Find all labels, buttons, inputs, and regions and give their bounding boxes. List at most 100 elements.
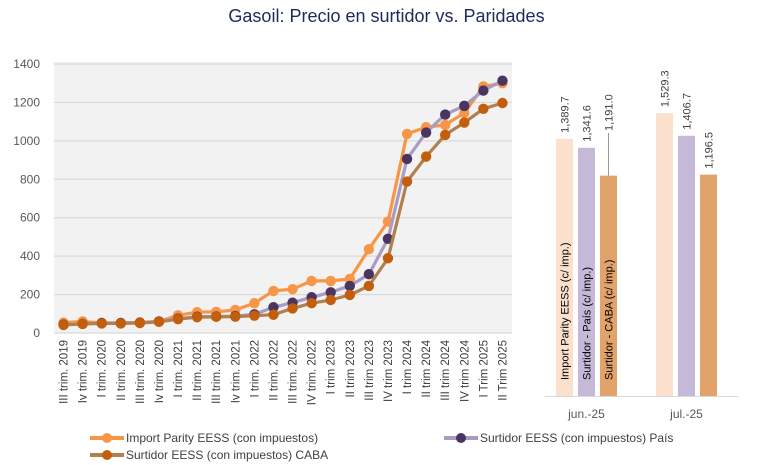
data-point-caba: [420, 151, 432, 162]
data-point-caba: [382, 253, 394, 264]
data-point-import: [363, 244, 375, 255]
data-point-import: [306, 275, 317, 287]
bar-caba: [700, 174, 717, 396]
y-tick-label: 400: [20, 249, 40, 263]
x-tick-label: I trim 2023: [326, 340, 338, 394]
bar-pais: [678, 135, 695, 396]
data-point-caba: [344, 289, 355, 301]
x-tick-label: Iv trim. 2019: [78, 340, 90, 403]
x-tick-label: II trim 2024: [421, 339, 433, 397]
data-point-import: [401, 128, 413, 140]
legend-label: Import Parity EESS (con impuestos): [126, 431, 319, 445]
x-tick-label: IV trim. 2022: [307, 340, 319, 405]
bar-series: jun.-25 jul.-25 1,389.7 Import Parity EESS …: [545, 70, 738, 421]
data-point-caba: [401, 176, 413, 187]
legend-item-import-parity: Import Parity EESS (con impuestos): [90, 431, 318, 445]
data-point-pais: [344, 280, 355, 292]
legend-item-caba: Surtidor EESS (con impuestos) CABA: [90, 448, 328, 462]
data-point-pais: [497, 75, 508, 86]
x-tick-label: IV trim 2024: [459, 339, 471, 402]
x-tick-label: II trim. 2022: [268, 340, 280, 401]
data-point-caba: [478, 103, 489, 114]
series-caba: [58, 97, 508, 331]
legend-swatch-import-parity: [90, 432, 124, 444]
data-point-caba: [153, 316, 165, 328]
data-point-caba: [77, 318, 88, 330]
x-tick-label: III trim 2024: [440, 339, 452, 400]
x-tick-label: IV trim 2023: [383, 340, 395, 402]
x-tick-label: II Trim 2025: [497, 340, 509, 401]
x-tick-label: II trim 2023: [345, 340, 357, 398]
data-point-pais: [363, 269, 375, 280]
data-point-caba: [306, 298, 317, 309]
bar-value-label: 1,196.5: [704, 132, 716, 169]
data-point-pais: [268, 302, 279, 313]
data-point-caba: [211, 311, 222, 323]
bar-import: [656, 113, 673, 396]
bar-series-name: Surtidor - País (c/ imp.): [582, 267, 594, 380]
x-tick-label: Iv trim. 2020: [154, 340, 166, 403]
y-tick-label: 200: [20, 288, 40, 302]
bar-value-label: 1,389.7: [560, 96, 572, 133]
data-point-pais: [478, 85, 489, 96]
data-point-caba: [172, 313, 184, 325]
data-point-import: [268, 285, 279, 297]
bar-value-label: 1,341.6: [582, 105, 594, 142]
data-point-caba: [96, 318, 107, 329]
bar-series-name: Surtidor - CABA (c/ imp.): [604, 260, 616, 380]
bar-caba: [600, 175, 617, 396]
data-point-caba: [134, 317, 146, 329]
data-point-import: [459, 107, 470, 119]
data-point-caba: [363, 280, 375, 292]
y-tick-label: 800: [20, 172, 40, 186]
legend-item-pais: Surtidor EESS (con impuestos) País: [444, 431, 673, 445]
bar-value-label: 1,529.3: [660, 70, 672, 107]
x-tick-label: I trim 2024: [402, 339, 414, 394]
data-point-caba: [497, 97, 508, 109]
data-point-caba: [115, 318, 126, 329]
bar-value-label: 1,191.0: [604, 94, 616, 131]
data-point-import: [287, 283, 298, 295]
x-tick-label: III trim. 2019: [59, 340, 71, 404]
x-tick-label: Iv trim. 2021: [230, 340, 242, 403]
y-tick-label: 1200: [13, 95, 40, 109]
data-point-caba: [230, 311, 241, 322]
data-point-import: [440, 119, 451, 131]
line-series: [58, 75, 508, 331]
bar-pais: [578, 147, 595, 396]
bar-category-label: jul.-25: [669, 407, 703, 421]
chart-title: Gasoil: Precio en surtidor vs. Paridades: [228, 6, 545, 26]
x-tick-label: I trim. 2022: [249, 340, 261, 398]
bar-category-label: jun.-25: [567, 407, 605, 421]
x-tick-label: III trim. 2021: [211, 340, 223, 404]
y-tick-label: 1400: [13, 57, 40, 71]
data-point-caba: [249, 310, 260, 321]
data-point-caba: [287, 303, 298, 314]
bar-import: [556, 138, 573, 396]
y-tick-label: 1000: [13, 134, 40, 148]
gridlines: [54, 63, 512, 334]
x-tick-label: I trim. 2020: [97, 340, 109, 398]
legend-label: Surtidor EESS (con impuestos) País: [480, 431, 674, 445]
data-point-pais: [440, 109, 451, 120]
data-point-caba: [191, 312, 203, 323]
legend-swatch-caba: [90, 449, 124, 461]
bar-series-name: Import Parity EESS (c/ imp.): [560, 242, 572, 380]
x-axis-ticks: III trim. 2019 Iv trim. 2019 I trim. 2020 I…: [59, 339, 510, 405]
x-tick-label: III trim. 2020: [135, 340, 147, 404]
data-point-pais: [401, 153, 413, 165]
data-point-caba: [268, 309, 279, 320]
bar-value-label: 1,406.7: [682, 93, 694, 130]
x-tick-label: I Trim 2025: [478, 340, 490, 398]
x-tick-label: II trim. 2020: [116, 340, 128, 401]
data-point-pais: [459, 100, 470, 112]
data-point-pais: [325, 287, 336, 298]
data-point-caba: [459, 117, 470, 128]
data-point-caba: [440, 129, 451, 141]
data-point-import: [325, 275, 336, 287]
plot-area: [54, 62, 512, 333]
x-tick-label: III trim. 2022: [288, 340, 300, 404]
data-point-import: [249, 298, 260, 309]
data-point-caba: [58, 319, 69, 331]
